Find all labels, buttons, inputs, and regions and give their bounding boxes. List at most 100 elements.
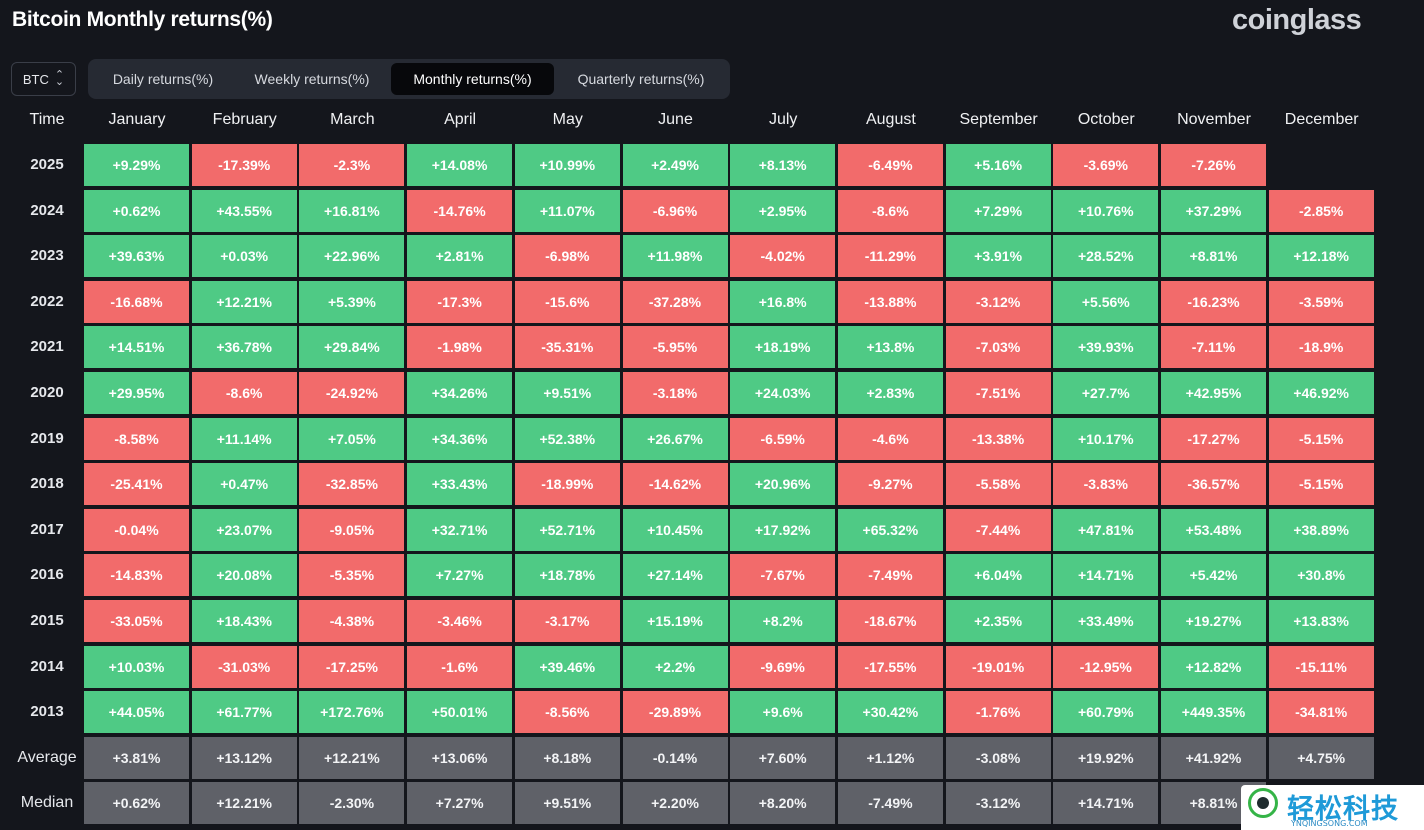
return-cell: -17.25% (299, 645, 405, 688)
return-cell: +29.84% (299, 326, 405, 369)
return-cell: -9.27% (837, 463, 943, 506)
return-cell: +19.27% (1161, 600, 1266, 642)
watermark-url: YNQINGSONG.COM (1291, 819, 1368, 828)
row-label-average: Average (17, 748, 77, 766)
return-cell: -5.15% (1268, 417, 1374, 460)
column-header-december: December (1284, 111, 1359, 128)
stat-cell: +12.21% (299, 736, 405, 779)
return-cell: -12.95% (1053, 645, 1159, 688)
return-cell: +39.46% (514, 645, 620, 688)
tab-monthly-returns[interactable]: Monthly returns(%) (391, 63, 554, 95)
return-cell: -1.98% (407, 326, 513, 369)
row-label-year: 2020 (30, 384, 64, 401)
return-cell: +18.43% (191, 600, 297, 642)
watermark: 轻松科技 YNQINGSONG.COM (1241, 785, 1424, 830)
column-header-time: Time (29, 111, 65, 128)
return-cell: -8.56% (514, 691, 620, 734)
return-cell: -7.51% (945, 372, 1051, 414)
tab-daily-returns[interactable]: Daily returns(%) (112, 71, 214, 87)
row-label-year: 2021 (30, 338, 64, 356)
return-cell: +27.7% (1053, 372, 1159, 414)
return-cell: +0.62% (84, 189, 189, 232)
return-cell: +27.14% (622, 554, 728, 597)
return-cell: -14.62% (622, 463, 728, 506)
return-cell: -9.05% (299, 508, 405, 551)
return-cell: +37.29% (1161, 189, 1266, 232)
return-cell: +39.93% (1053, 326, 1159, 369)
return-cell: -37.28% (622, 280, 728, 323)
return-cell: +26.67% (622, 417, 728, 460)
return-cell: -7.26% (1161, 144, 1266, 186)
return-cell: -5.95% (622, 326, 728, 369)
return-cell: +47.81% (1053, 508, 1159, 551)
return-cell: -18.99% (514, 463, 620, 506)
return-cell: -19.01% (945, 645, 1051, 688)
return-cell (1269, 144, 1374, 186)
return-cell: +34.36% (407, 417, 513, 460)
return-cell: -18.67% (837, 600, 943, 642)
return-cell: -4.38% (299, 600, 405, 642)
column-header-march: March (330, 111, 375, 128)
return-cell: -3.12% (945, 280, 1051, 323)
return-cell: +32.71% (407, 508, 513, 551)
return-cell: +52.71% (514, 508, 620, 551)
return-cell: +15.19% (622, 600, 728, 642)
column-header-february: February (212, 111, 277, 128)
watermark-text: 轻松科技 (1287, 794, 1399, 825)
tab-weekly-returns[interactable]: Weekly returns(%) (254, 71, 370, 87)
return-cell: -13.88% (837, 280, 943, 323)
return-cell: +9.6% (730, 691, 836, 734)
return-cell: -32.85% (299, 463, 405, 506)
column-header-october: October (1077, 111, 1135, 128)
stat-cell: +13.12% (191, 736, 297, 779)
return-cell: +12.18% (1268, 235, 1374, 278)
return-cell: -14.83% (84, 554, 189, 597)
return-cell: -17.3% (407, 280, 513, 323)
coin-select[interactable]: BTC ⌃ ⌄ (11, 62, 76, 96)
stat-cell: +1.12% (837, 736, 943, 779)
return-cell: +14.08% (407, 144, 513, 186)
row-label-year: 2025 (30, 156, 64, 173)
return-cell: +53.48% (1161, 508, 1266, 551)
return-cell: -15.6% (514, 280, 620, 323)
return-cell: -8.6% (191, 372, 297, 414)
row-label-year: 2018 (30, 475, 64, 493)
return-cell: -7.67% (730, 554, 836, 597)
return-cell: +39.63% (84, 235, 189, 278)
return-cell: +16.8% (730, 280, 836, 323)
return-cell: +60.79% (1053, 691, 1159, 734)
return-cell: +38.89% (1268, 508, 1374, 551)
return-cell: +50.01% (407, 691, 513, 734)
column-header-june: June (658, 111, 693, 128)
return-cell: -6.59% (730, 417, 836, 460)
return-cell: +9.29% (84, 144, 189, 186)
return-cell: +7.29% (945, 189, 1051, 232)
return-cell: +8.13% (730, 144, 836, 186)
return-cell: +34.26% (407, 372, 513, 414)
return-cell: -7.03% (945, 326, 1051, 369)
stat-cell: +41.92% (1161, 736, 1266, 779)
return-cell: +44.05% (84, 691, 189, 734)
return-cell: -34.81% (1268, 691, 1374, 734)
tab-quarterly-returns[interactable]: Quarterly returns(%) (577, 71, 705, 87)
return-cell: +13.8% (837, 326, 943, 369)
return-cell: -25.41% (84, 463, 189, 506)
return-cell: +2.83% (837, 372, 943, 414)
return-cell: -13.38% (945, 417, 1051, 460)
watermark-logo-icon (1248, 788, 1278, 818)
stat-cell: +0.62% (84, 782, 189, 825)
return-cell: +12.21% (191, 280, 297, 323)
return-cell: +24.03% (730, 372, 836, 414)
column-header-november: November (1177, 111, 1251, 128)
return-cell: -5.58% (945, 463, 1051, 506)
return-cell: +10.45% (622, 508, 728, 551)
return-cell: -8.58% (84, 417, 189, 460)
return-cell: -5.35% (299, 554, 405, 597)
return-cell: -3.17% (514, 600, 620, 642)
return-cell: -3.83% (1053, 463, 1159, 506)
return-cell: +0.03% (191, 235, 297, 278)
column-header-september: September (959, 111, 1038, 128)
return-cell: -5.15% (1268, 463, 1374, 506)
return-cell: -7.49% (837, 554, 943, 597)
return-cell: -2.3% (299, 144, 405, 186)
